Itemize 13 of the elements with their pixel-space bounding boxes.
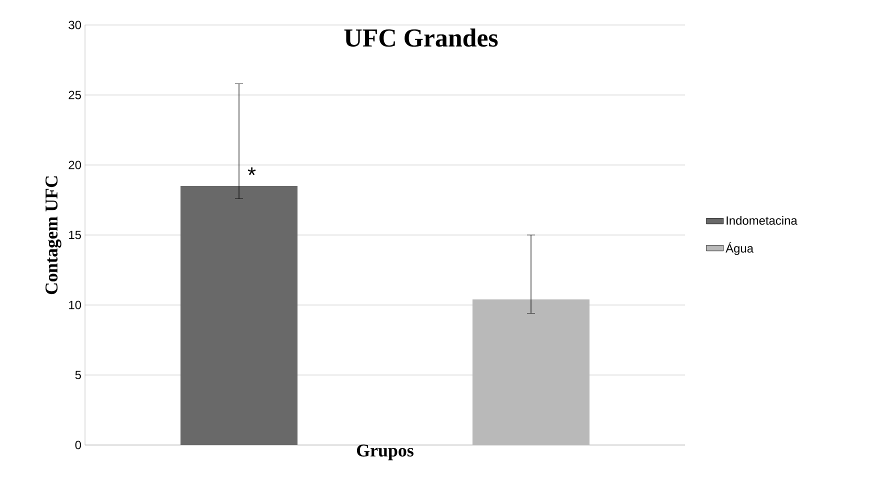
y-tick-label: 30 bbox=[68, 20, 82, 30]
y-tick-label: 10 bbox=[69, 300, 82, 310]
y-tick-label: 0 bbox=[75, 440, 82, 450]
annotation: * bbox=[248, 167, 256, 176]
y-tick-label: 25 bbox=[68, 90, 81, 100]
x-axis-title: Grupos bbox=[356, 444, 414, 460]
legend-label: Indometacina bbox=[726, 216, 798, 225]
chart-title: UFC Grandes bbox=[344, 28, 498, 47]
y-tick-label: 5 bbox=[75, 370, 81, 380]
y-tick-label: 15 bbox=[69, 230, 81, 240]
y-axis-title: Contagem UFC bbox=[46, 176, 62, 294]
y-tick-label: 20 bbox=[68, 160, 82, 170]
legend-label: Água bbox=[726, 242, 754, 255]
